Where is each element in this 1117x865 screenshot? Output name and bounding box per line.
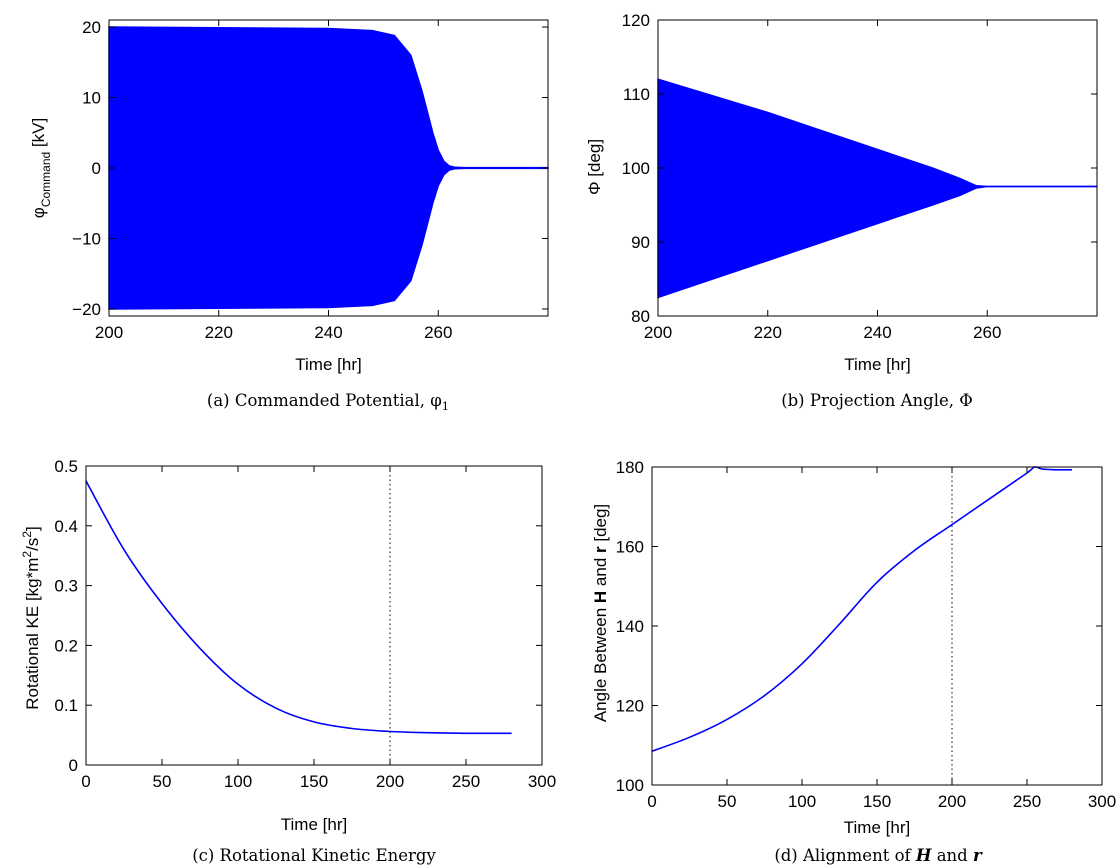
x-tick-label: 260 — [424, 323, 452, 342]
y-tick-label: 80 — [631, 307, 650, 326]
y-tick-label: 110 — [623, 85, 650, 104]
y-tick-label: 0 — [69, 756, 78, 775]
y-tick-label: 0.4 — [54, 517, 78, 536]
panel-d-ylabel: Angle Between H and r [deg] — [591, 504, 610, 722]
x-tick-label: 50 — [153, 772, 172, 791]
y-tick-label: 0.2 — [54, 636, 78, 655]
x-tick-label: 250 — [452, 772, 480, 791]
y-tick-label: 160 — [616, 538, 644, 557]
x-tick-label: 300 — [528, 772, 556, 791]
x-tick-label: 50 — [718, 792, 737, 811]
x-tick-label: 260 — [973, 323, 1001, 342]
panel-c-xlabel: Time [hr] — [281, 815, 347, 834]
y-tick-label: −20 — [72, 300, 101, 319]
x-tick-label: 220 — [205, 323, 233, 342]
y-tick-label: 0.5 — [54, 457, 78, 476]
panel-c-caption: (c) Rotational Kinetic Energy — [192, 846, 436, 865]
panel-d-xlabel: Time [hr] — [844, 818, 910, 837]
panel-b-caption: (b) Projection Angle, Φ — [781, 391, 973, 410]
x-tick-label: 250 — [1013, 792, 1041, 811]
x-tick-label: 240 — [863, 323, 891, 342]
x-tick-label: 150 — [863, 792, 891, 811]
x-tick-label: 240 — [314, 323, 342, 342]
y-tick-label: 0.3 — [54, 577, 78, 596]
y-tick-label: 100 — [622, 159, 650, 178]
y-tick-label: 100 — [616, 776, 644, 795]
panel-b-xlabel: Time [hr] — [844, 355, 910, 374]
x-tick-label: 100 — [788, 792, 816, 811]
x-tick-label: 200 — [376, 772, 404, 791]
y-tick-label: 90 — [631, 233, 650, 252]
panel-b-ylabel: Φ [deg] — [585, 139, 604, 195]
y-tick-label: 20 — [82, 18, 101, 37]
y-tick-label: 10 — [82, 89, 101, 108]
panel-a-caption: (a) Commanded Potential, φ1 — [207, 391, 449, 413]
panel-a-xlabel: Time [hr] — [295, 355, 361, 374]
x-tick-label: 300 — [1088, 792, 1116, 811]
x-tick-label: 100 — [224, 772, 252, 791]
x-tick-label: 0 — [647, 792, 656, 811]
y-tick-label: 0 — [92, 159, 101, 178]
x-tick-label: 150 — [300, 772, 328, 791]
x-tick-label: 200 — [938, 792, 966, 811]
y-tick-label: 0.1 — [54, 696, 78, 715]
y-tick-label: 120 — [622, 11, 650, 30]
x-tick-label: 0 — [81, 772, 90, 791]
y-tick-label: 120 — [616, 697, 644, 716]
panel-d-caption: (d) Alignment of H and r — [774, 846, 983, 865]
y-tick-label: 140 — [616, 617, 644, 636]
y-tick-label: −10 — [72, 229, 101, 248]
x-tick-label: 220 — [754, 323, 782, 342]
x-tick-label: 200 — [95, 323, 123, 342]
y-tick-label: 180 — [616, 458, 644, 477]
